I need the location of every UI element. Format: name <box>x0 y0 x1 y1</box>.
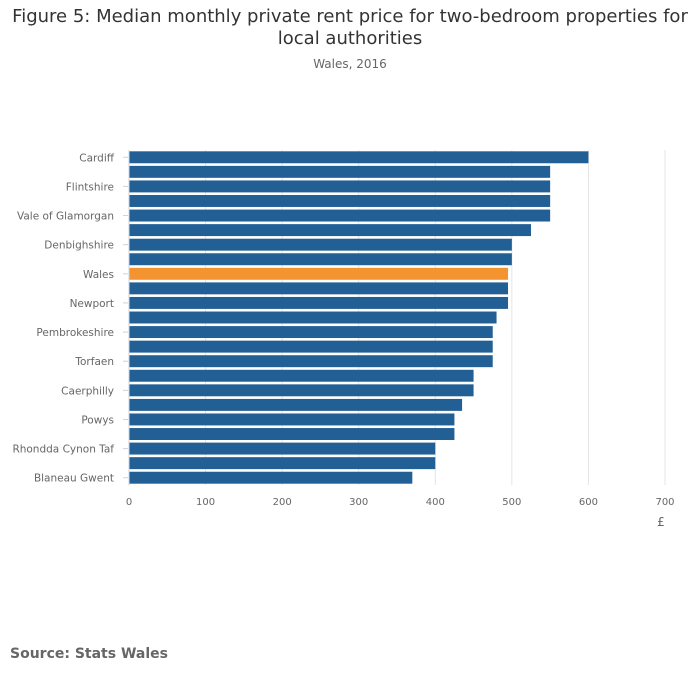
bar <box>129 253 512 266</box>
y-tick-label: Pembrokeshire <box>36 327 114 339</box>
x-tick-label: 500 <box>502 497 521 508</box>
bar <box>129 209 551 222</box>
x-tick-label: 400 <box>426 497 445 508</box>
x-tick-label: 600 <box>579 497 598 508</box>
bar-chart: Cardiff Flintshire Vale of Glamorgan Denbig… <box>12 150 675 529</box>
y-tick-label: Newport <box>70 298 114 310</box>
y-tick-label: Vale of Glamorgan <box>17 211 114 223</box>
bar <box>129 296 509 309</box>
bar <box>129 398 463 411</box>
bar <box>129 442 436 455</box>
x-tick-label: 300 <box>349 497 368 508</box>
bar <box>129 282 509 295</box>
bar <box>129 195 551 207</box>
source-note: Source: Stats Wales <box>10 646 168 662</box>
y-tick-label: Wales <box>83 269 114 281</box>
chart-title: Figure 5: Median monthly private rent pr… <box>12 6 688 49</box>
bar <box>129 224 531 237</box>
bar <box>129 384 474 397</box>
bar <box>129 428 455 440</box>
x-tick-label: 200 <box>273 497 292 508</box>
bar <box>129 180 551 193</box>
chart-subtitle: Wales, 2016 <box>313 57 387 71</box>
x-tick-label: 100 <box>196 497 215 508</box>
bar <box>129 471 413 484</box>
y-tick-label: Rhondda Cynon Taf <box>12 444 114 456</box>
y-tick-label: Denbighshire <box>44 240 114 252</box>
bar <box>129 326 493 339</box>
x-tick-label: 0 <box>126 497 132 508</box>
x-axis-title: £ <box>657 515 665 529</box>
y-tick-label: Caerphilly <box>61 385 114 397</box>
bar <box>129 355 493 368</box>
bar <box>129 369 474 382</box>
bar <box>129 340 493 353</box>
y-tick-label: Flintshire <box>66 181 114 193</box>
bar <box>129 311 497 324</box>
bar <box>129 165 551 178</box>
y-tick-label: Blaneau Gwent <box>34 473 114 485</box>
bars <box>129 151 589 484</box>
bar <box>129 457 436 470</box>
y-tick-label: Powys <box>81 414 114 426</box>
bar <box>129 151 589 164</box>
x-tick-label: 700 <box>655 497 674 508</box>
x-axis-labels: 0 100 200 300 400 500 600 700 <box>126 497 675 508</box>
bar <box>129 413 455 426</box>
bar-highlight <box>129 267 509 280</box>
bar <box>129 238 512 251</box>
y-axis-labels: Cardiff Flintshire Vale of Glamorgan Denbig… <box>12 152 128 485</box>
y-tick-label: Torfaen <box>74 356 114 368</box>
y-tick-label: Cardiff <box>79 152 114 164</box>
